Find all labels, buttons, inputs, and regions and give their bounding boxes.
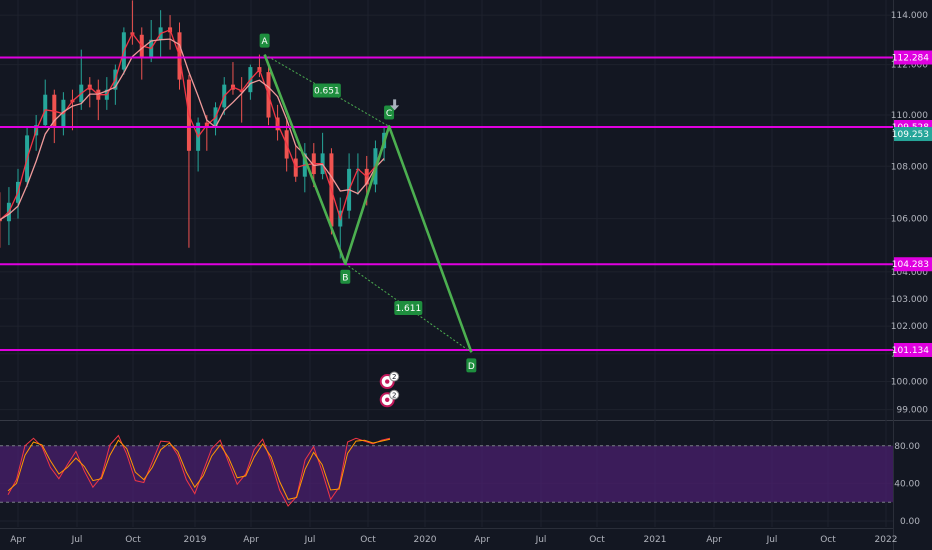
event-badge-dot <box>385 379 390 384</box>
ratio-label-box <box>394 301 423 316</box>
time-tick-label: Jul <box>304 535 316 545</box>
price-tick-label: 103.000 <box>891 295 928 305</box>
time-tick-label: 2021 <box>644 535 667 545</box>
level-price-tag <box>894 343 932 357</box>
time-tick-label: 2022 <box>875 535 898 545</box>
ratio-label: 1.611 <box>395 304 421 314</box>
abcd-pattern-line <box>263 54 473 353</box>
time-tick-label: Oct <box>589 535 605 545</box>
osc-series-line <box>7 434 391 507</box>
time-tick-label: Oct <box>125 535 141 545</box>
event-count-label: 2 <box>392 373 396 381</box>
osc-tick-label: 40.00 <box>894 479 920 489</box>
last-price-label: 109.253 <box>892 130 929 140</box>
time-tick-label: Apr <box>10 535 26 545</box>
ratio-label: 0.651 <box>314 87 340 97</box>
time-tick-label: Apr <box>243 535 259 545</box>
pattern-point-label: A <box>262 37 269 47</box>
level-price-label: 112.284 <box>892 54 929 64</box>
pattern-point-badge <box>340 269 351 284</box>
time-tick-label: Apr <box>706 535 722 545</box>
price-tick-label: 110.000 <box>891 111 928 121</box>
price-tick-label: 104.000 <box>891 268 928 278</box>
event-count-circle <box>389 371 400 382</box>
time-tick-label: Oct <box>360 535 376 545</box>
price-tick-label: 112.000 <box>891 61 928 71</box>
pattern-point-badge <box>259 33 270 48</box>
osc-tick-label: 0.00 <box>900 517 920 527</box>
pattern-point-badge <box>384 105 395 120</box>
event-badge-icon: 2 <box>379 389 400 408</box>
level-price-label: 101.134 <box>892 346 929 356</box>
event-badge-icon: 2 <box>379 371 400 390</box>
osc-series-line <box>7 438 391 500</box>
level-price-tag <box>894 50 932 65</box>
price-tick-label: 108.000 <box>891 162 928 172</box>
moving-average-line <box>0 28 385 221</box>
time-tick-label: 2019 <box>184 535 207 545</box>
pattern-point-label: D <box>468 362 475 372</box>
down-arrow-icon <box>390 99 400 111</box>
level-price-tag <box>894 257 932 272</box>
pattern-point-badge <box>466 358 477 373</box>
time-tick-label: Jul <box>535 535 547 545</box>
time-tick-label: Jul <box>71 535 83 545</box>
ratio-label-box <box>312 83 341 98</box>
event-count-circle <box>389 389 400 400</box>
price-tick-label: 106.000 <box>891 215 928 225</box>
level-price-label: 104.283 <box>892 260 929 270</box>
moving-average-line <box>0 38 385 221</box>
time-tick-label: Oct <box>820 535 836 545</box>
last-price-tag <box>894 127 932 142</box>
time-tick-label: Jul <box>766 535 778 545</box>
price-tick-label: 114.000 <box>891 11 928 21</box>
pattern-point-label: B <box>342 273 348 283</box>
price-tick-label: 102.000 <box>891 322 928 332</box>
pattern-point-label: C <box>386 109 392 119</box>
event-badge-dot <box>385 397 390 402</box>
price-tick-label: 99.000 <box>897 406 929 416</box>
event-count-label: 2 <box>392 391 396 399</box>
price-tick-label: 100.000 <box>891 378 928 388</box>
time-tick-label: 2020 <box>414 535 437 545</box>
osc-band <box>0 445 893 503</box>
osc-tick-label: 80.00 <box>894 442 920 452</box>
time-tick-label: Apr <box>474 535 490 545</box>
